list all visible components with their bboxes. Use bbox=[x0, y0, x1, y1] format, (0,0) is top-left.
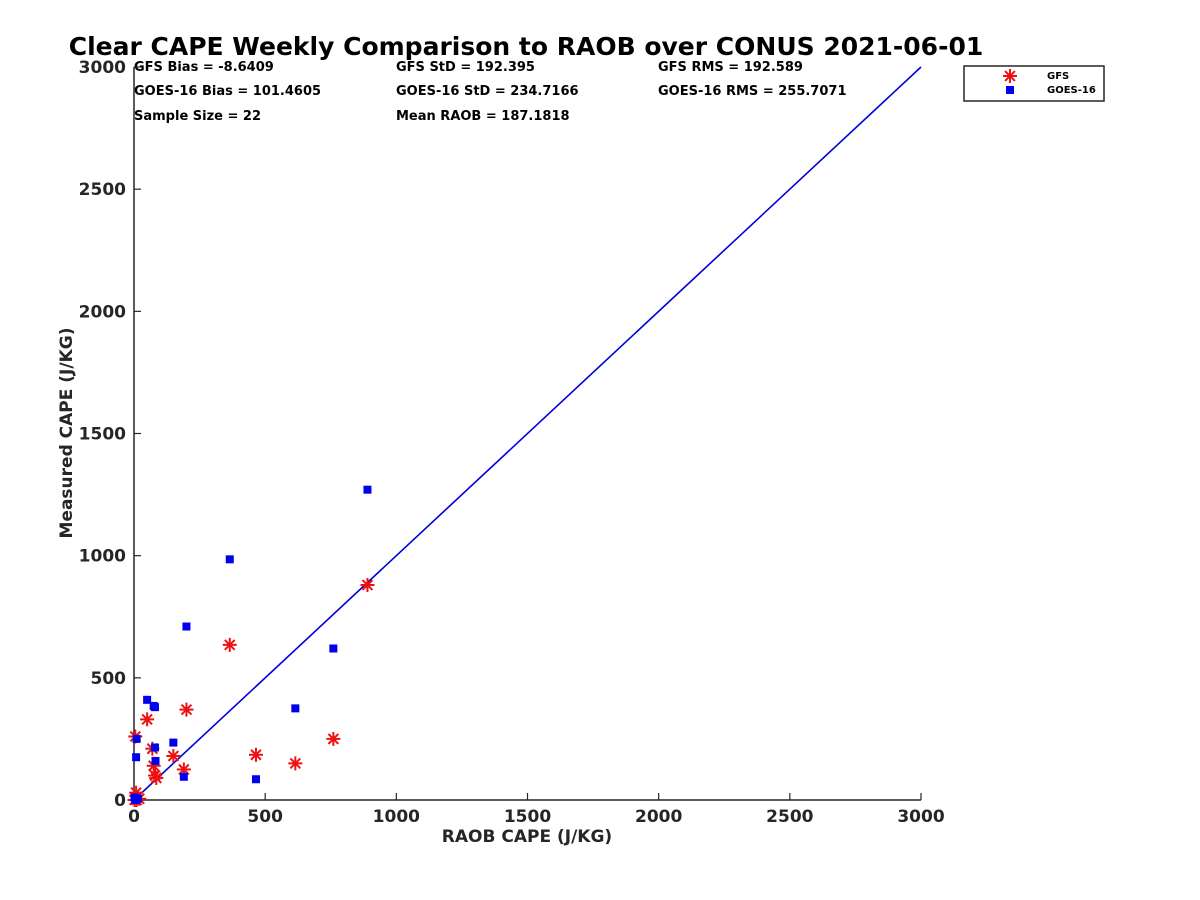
y-tick-label: 3000 bbox=[79, 58, 126, 78]
x-tick-label: 3000 bbox=[897, 807, 944, 827]
series-gfs bbox=[127, 577, 375, 807]
y-tick-label: 1000 bbox=[79, 547, 126, 567]
x-tick-label: 2500 bbox=[766, 807, 813, 827]
stat-r0-c0: GFS Bias = -8.6409 bbox=[134, 60, 274, 75]
legend-gfs-label: GFS bbox=[1047, 71, 1069, 82]
y-axis-label: Measured CAPE (J/KG) bbox=[57, 328, 77, 539]
legend: GFS GOES-16 bbox=[963, 65, 1105, 102]
y-axis-ticks: 0 500 1000 1500 2000 2500 3000 bbox=[79, 58, 141, 811]
stat-r2-c1: Mean RAOB = 187.1818 bbox=[396, 109, 570, 124]
stat-r2-c0: Sample Size = 22 bbox=[134, 109, 261, 124]
y-tick-label: 0 bbox=[114, 791, 126, 811]
stat-r0-c2: GFS RMS = 192.589 bbox=[658, 60, 803, 75]
stat-r1-c1: GOES-16 StD = 234.7166 bbox=[396, 84, 579, 99]
series-goes-16 bbox=[130, 485, 372, 804]
stat-r1-c2: GOES-16 RMS = 255.7071 bbox=[658, 84, 847, 99]
x-tick-label: 0 bbox=[128, 807, 140, 827]
y-tick-label: 2500 bbox=[79, 180, 126, 200]
legend-gfs-asterisk bbox=[1003, 69, 1017, 83]
gfs-point bbox=[248, 747, 263, 762]
goes-16-point bbox=[169, 738, 178, 747]
x-tick-label: 2000 bbox=[635, 807, 682, 827]
x-tick-label: 1500 bbox=[504, 807, 551, 827]
goes-16-point bbox=[363, 485, 372, 494]
x-tick-label: 1000 bbox=[373, 807, 420, 827]
gfs-point bbox=[288, 756, 303, 771]
legend-box bbox=[963, 65, 1105, 102]
goes-16-point bbox=[179, 772, 188, 781]
legend-goes-16-label: GOES-16 bbox=[1047, 85, 1096, 96]
goes-16-point bbox=[132, 753, 141, 762]
goes-16-point bbox=[251, 775, 260, 784]
goes-16-point bbox=[132, 734, 141, 743]
gfs-point bbox=[149, 771, 164, 786]
goes-16-point bbox=[225, 555, 234, 564]
y-tick-label: 2000 bbox=[79, 302, 126, 322]
goes-16-point bbox=[291, 704, 300, 713]
y-tick-label: 500 bbox=[91, 669, 127, 689]
legend-goes-16-square bbox=[1006, 86, 1014, 94]
gfs-point bbox=[179, 702, 194, 717]
x-axis-label: RAOB CAPE (J/KG) bbox=[442, 827, 612, 847]
x-axis-ticks: 0 500 1000 1500 2000 2500 3000 bbox=[128, 793, 945, 827]
gfs-point bbox=[140, 712, 155, 727]
plot-area: 0 500 1000 1500 2000 2500 3000 0 500 1000 1500 200… bbox=[79, 58, 945, 827]
gfs-point bbox=[176, 762, 191, 777]
x-tick-label: 500 bbox=[247, 807, 283, 827]
goes-16-point bbox=[133, 794, 142, 803]
legend-goes-16-marker bbox=[1006, 86, 1014, 94]
one-to-one-reference-line bbox=[133, 66, 922, 801]
legend-gfs-marker bbox=[1003, 69, 1017, 83]
stats-block: GFS Bias = -8.6409 GFS StD = 192.395 GFS R… bbox=[134, 60, 847, 124]
gfs-point bbox=[326, 731, 341, 746]
goes-16-point bbox=[150, 703, 159, 712]
gfs-point bbox=[360, 577, 375, 592]
stat-r1-c0: GOES-16 Bias = 101.4605 bbox=[134, 84, 321, 99]
gfs-point bbox=[146, 758, 161, 773]
stat-r0-c1: GFS StD = 192.395 bbox=[396, 60, 535, 75]
goes-16-point bbox=[151, 756, 160, 765]
gfs-point bbox=[222, 637, 237, 652]
chart-title: Clear CAPE Weekly Comparison to RAOB ove… bbox=[69, 32, 984, 61]
goes-16-point bbox=[143, 695, 152, 704]
goes-16-point bbox=[182, 622, 191, 631]
goes-16-point bbox=[150, 743, 159, 752]
gfs-point bbox=[166, 749, 181, 764]
goes-16-point bbox=[329, 644, 338, 653]
y-tick-label: 1500 bbox=[79, 425, 126, 445]
